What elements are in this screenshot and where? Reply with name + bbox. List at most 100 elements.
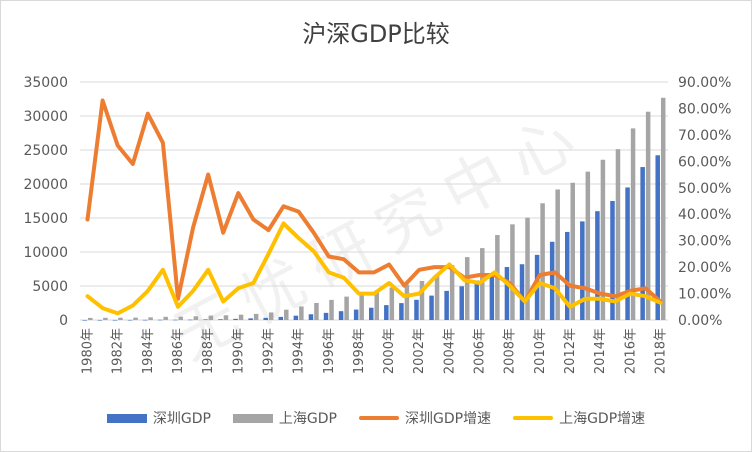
right-axis-tick-label: 10.00% <box>678 287 731 303</box>
legend-label-shanghai-gdp: 上海GDP <box>278 411 337 427</box>
bar-shenzhen-gdp <box>323 312 329 320</box>
bar-shanghai-gdp <box>434 274 440 320</box>
left-axis-tick-label: 35000 <box>23 75 68 91</box>
bar-shanghai-gdp <box>480 248 485 320</box>
right-axis-tick-label: 30.00% <box>678 234 731 250</box>
bar-shenzhen-gdp <box>565 231 570 320</box>
bar-shanghai-gdp <box>314 303 319 320</box>
legend-swatch-shanghai-growth <box>513 416 554 420</box>
bar-shenzhen-gdp <box>519 264 525 320</box>
bar-shenzhen-gdp <box>504 267 510 320</box>
legend-label-shenzhen-growth: 深圳GDP增速 <box>405 411 492 427</box>
bar-shenzhen-gdp <box>338 311 344 320</box>
legend-item-shanghai-gdp: 上海GDP <box>232 408 337 428</box>
x-axis-tick-label: 1986年 <box>171 328 186 374</box>
bar-shanghai-gdp <box>389 287 395 320</box>
bar-shenzhen-gdp <box>459 286 464 320</box>
bar-shanghai-gdp <box>118 317 123 320</box>
bar-shenzhen-gdp <box>353 309 359 320</box>
bar-shenzhen-gdp <box>127 319 133 321</box>
legend-item-shanghai-growth: 上海GDP增速 <box>513 408 645 428</box>
bar-shanghai-gdp <box>193 316 199 320</box>
x-axis-tick-label: 2000年 <box>382 328 397 374</box>
bar-shenzhen-gdp <box>97 319 103 321</box>
bar-shanghai-gdp <box>374 291 379 320</box>
bar-shanghai-gdp <box>449 265 455 320</box>
bar-shanghai-gdp <box>660 97 666 320</box>
left-axis-tick-label: 0 <box>59 313 68 329</box>
right-axis-tick-label: 90.00% <box>678 75 731 91</box>
bar-shenzhen-gdp <box>188 319 193 321</box>
bar-shanghai-gdp <box>329 299 334 320</box>
bar-shenzhen-gdp <box>248 318 253 320</box>
left-axis-tick-label: 30000 <box>23 109 68 125</box>
x-axis-tick-label: 2010年 <box>533 328 548 374</box>
right-axis-tick-label: 60.00% <box>678 154 731 170</box>
bar-shenzhen-gdp <box>655 155 660 320</box>
bar-shenzhen-gdp <box>595 211 600 320</box>
bar-shanghai-gdp <box>404 284 410 320</box>
bar-shanghai-gdp <box>223 315 229 320</box>
bar-shenzhen-gdp <box>293 315 299 320</box>
bar-shenzhen-gdp <box>112 319 118 321</box>
bar-shanghai-gdp <box>555 189 560 320</box>
bar-shenzhen-gdp <box>308 314 314 320</box>
right-axis-tick-label: 0.00% <box>678 313 722 329</box>
bar-shenzhen-gdp <box>142 319 148 321</box>
x-axis-tick-label: 2018年 <box>653 328 668 374</box>
right-axis-tick-label: 50.00% <box>678 181 731 197</box>
bar-shanghai-gdp <box>615 149 621 320</box>
legend-label-shenzhen-gdp: 深圳GDP <box>152 411 211 427</box>
bar-shanghai-gdp <box>585 171 591 320</box>
bar-shanghai-gdp <box>464 257 470 320</box>
left-axis-tick-label: 25000 <box>23 143 68 159</box>
bar-shenzhen-gdp <box>640 167 645 320</box>
bar-shenzhen-gdp <box>278 316 284 320</box>
bar-shenzhen-gdp <box>173 319 178 321</box>
legend-swatch-shenzhen-growth <box>359 416 399 420</box>
bar-shenzhen-gdp <box>489 273 495 320</box>
bar-shanghai-gdp <box>284 309 289 320</box>
bar-shanghai-gdp <box>163 316 168 320</box>
bar-shenzhen-gdp <box>625 187 630 320</box>
x-axis-tick-label: 1984年 <box>141 328 156 374</box>
x-axis-tick-label: 1994年 <box>292 328 307 374</box>
bar-shanghai-gdp <box>238 314 244 320</box>
legend-label-shanghai-growth: 上海GDP增速 <box>559 411 646 427</box>
bar-shenzhen-gdp <box>610 200 615 320</box>
bar-shanghai-gdp <box>600 159 606 320</box>
right-axis-tick-label: 20.00% <box>678 260 731 276</box>
x-axis-tick-label: 2014年 <box>593 328 608 374</box>
bar-shenzhen-gdp <box>384 305 389 320</box>
chart-title: 沪深GDP比较 <box>302 20 450 48</box>
bar-shenzhen-gdp <box>429 295 434 320</box>
x-axis-tick-label: 1988年 <box>201 328 216 374</box>
bar-shanghai-gdp <box>344 296 349 320</box>
line-shenzhen-growth <box>85 98 663 304</box>
legend-swatch-shenzhen-gdp <box>106 413 147 423</box>
bar-shanghai-gdp <box>103 317 108 320</box>
x-axis-tick-label: 2002年 <box>412 328 427 374</box>
right-axis-tick-label: 80.00% <box>678 101 731 117</box>
bar-shanghai-gdp <box>148 317 153 320</box>
bar-shenzhen-gdp <box>369 307 374 320</box>
bar-shanghai-gdp <box>88 317 93 320</box>
legend-item-shenzhen-growth: 深圳GDP增速 <box>359 408 491 428</box>
x-axis-tick-label: 2012年 <box>563 328 578 374</box>
x-axis-tick-label: 1990年 <box>231 328 246 374</box>
x-axis-tick-label: 2004年 <box>442 328 457 374</box>
x-axis-tick-label: 2006年 <box>473 328 488 374</box>
right-axis-tick-label: 40.00% <box>678 207 731 223</box>
bar-shenzhen-gdp <box>549 241 555 320</box>
legend-swatch-shanghai-gdp <box>232 413 273 423</box>
bar-shanghai-gdp <box>208 315 214 320</box>
right-axis-tick-label: 70.00% <box>678 128 731 144</box>
left-axis-tick-label: 15000 <box>23 211 68 227</box>
bar-shanghai-gdp <box>178 316 183 320</box>
bar-shenzhen-gdp <box>444 290 449 320</box>
x-axis-tick-label: 1980年 <box>81 328 96 374</box>
line-shanghai-growth <box>85 221 663 316</box>
x-axis-tick-label: 2016年 <box>623 328 638 374</box>
bar-shenzhen-gdp <box>82 319 88 321</box>
